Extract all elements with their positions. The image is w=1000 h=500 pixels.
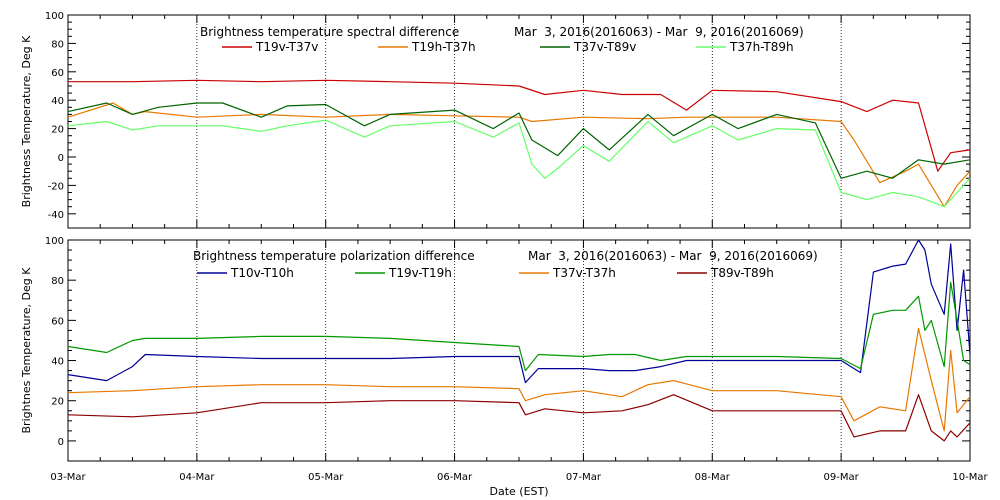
y-tick-label: 40 xyxy=(51,357,64,368)
chart-title: Brightness temperature polarization diff… xyxy=(193,249,475,263)
y-tick-label: -40 xyxy=(48,210,64,221)
y-tick-label: 0 xyxy=(58,437,64,448)
series-line-t37h-t89h xyxy=(67,119,971,208)
series-line-t89v-t89h xyxy=(67,394,971,442)
chart-panel-1: -40 -20 0 20 40 60 80 100 Brightness Temperature… xyxy=(20,11,971,229)
y-tick-label: -20 xyxy=(48,181,64,192)
series-line-t19v-t37v xyxy=(68,79,971,172)
y-tick-label: 20 xyxy=(51,397,64,408)
legend-label: T37v-T37h xyxy=(552,266,616,280)
legend-label: T19v-T19h xyxy=(388,266,452,280)
x-tick-label: 05-Mar xyxy=(308,472,344,483)
chart-date-range: Mar 3, 2016(2016063) - Mar 9, 2016(20160… xyxy=(514,25,804,39)
legend-label: T10v-T10h xyxy=(230,266,294,280)
y-axis-label: Brightness Temperature, Deg K xyxy=(20,35,33,207)
y-tick-label: 60 xyxy=(51,68,64,79)
x-tick-label: 10-Mar xyxy=(952,472,988,483)
chart-panel-2: 0 20 40 60 80 100 03-Mar 04-Mar 05-Mar 06-Mar 07-M… xyxy=(20,236,988,498)
series-line-t19h-t37h xyxy=(67,102,971,208)
chart-date-range: Mar 3, 2016(2016063) - Mar 9, 2016(20160… xyxy=(528,249,818,263)
y-tick-label: 100 xyxy=(45,11,64,22)
chart-title: Brightness temperature spectral differen… xyxy=(200,25,459,39)
y-tick-label: 0 xyxy=(58,153,64,164)
y-tick-label: 100 xyxy=(45,236,64,247)
x-axis-label: Date (EST) xyxy=(489,485,548,498)
x-tick-label: 08-Mar xyxy=(695,472,731,483)
y-tick-label: 80 xyxy=(51,276,64,287)
legend-label: T19h-T37h xyxy=(411,40,476,54)
series-line-t19v-t19h xyxy=(67,281,971,372)
x-tick-label: 03-Mar xyxy=(50,472,86,483)
x-tick-label: 07-Mar xyxy=(566,472,602,483)
legend-label: T89v-T89h xyxy=(710,266,774,280)
y-tick-label: 60 xyxy=(51,316,64,327)
series-line-t10v-t10h xyxy=(67,239,971,384)
x-tick-label: 04-Mar xyxy=(179,472,215,483)
series-line-t37v-t37h xyxy=(67,327,971,432)
x-tick-label: 09-Mar xyxy=(824,472,860,483)
y-tick-label: 80 xyxy=(51,39,64,50)
legend-label: T19v-T37v xyxy=(255,40,318,54)
legend-label: T37h-T89h xyxy=(729,40,794,54)
series-line-t37v-t89v xyxy=(67,102,971,179)
legend-label: T37v-T89v xyxy=(573,40,636,54)
y-axis-label: Brightnes Temperature, Deg K xyxy=(20,267,33,434)
y-tick-label: 20 xyxy=(51,125,64,136)
y-tick-label: 40 xyxy=(51,96,64,107)
x-tick-label: 06-Mar xyxy=(437,472,473,483)
